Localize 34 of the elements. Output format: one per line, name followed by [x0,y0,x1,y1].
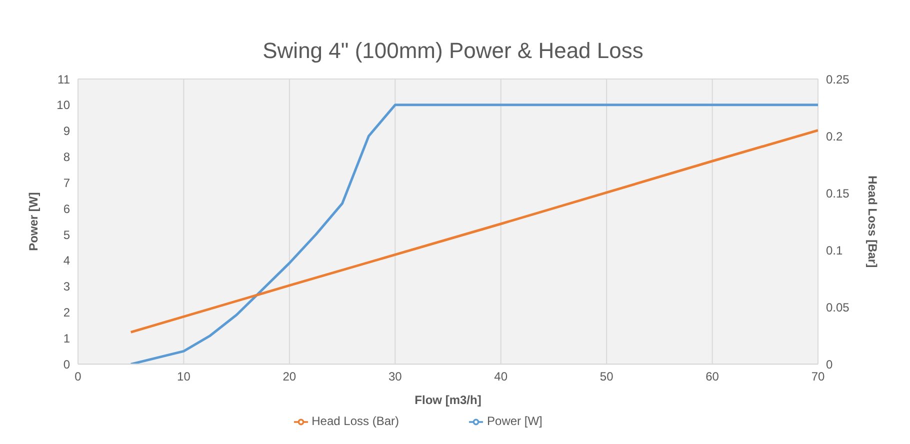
y-tick-label: 8 [63,150,70,164]
x-tick-label: 70 [811,370,825,384]
x-tick-label: 20 [282,370,296,384]
x-tick-label: 0 [74,370,82,384]
y-tick-label: 2 [63,306,70,320]
line-series [130,129,818,334]
y2-tick-label: 0.1 [826,243,844,258]
y-tick-label: 4 [63,254,70,268]
y-tick-label: 7 [63,176,70,190]
y-axis-title: Power [W] [26,192,40,251]
y-tick-label: 0 [63,357,70,372]
y2-tick-label: 0 [826,357,833,372]
chart-title: Swing 4" (100mm) Power & Head Loss [262,37,644,65]
x-tick-label: 50 [600,370,614,384]
x-axis-title: Flow [m3/h] [414,393,482,408]
y-tick-label: 3 [63,280,70,294]
y2-tick-label: 0.05 [826,300,850,314]
y-tick-label: 9 [63,124,70,138]
line-series [130,104,818,364]
y-tick-label: 5 [63,228,70,242]
y-tick-label: 1 [63,332,70,346]
y2-tick-label: 0.15 [826,186,850,200]
y2-tick-label: 0.2 [826,129,844,144]
x-tick-label: 10 [177,370,191,384]
x-tick-label: 30 [388,370,402,384]
x-tick-label: 60 [706,370,720,384]
y-tick-label: 10 [56,98,70,112]
legend-label: Head Loss (Bar) [312,414,400,428]
y2-tick-label: 0.25 [826,72,850,86]
y-tick-label: 11 [58,72,70,86]
y2-axis-title: Head Loss [Bar] [866,176,880,268]
x-tick-label: 40 [494,370,508,384]
y-tick-label: 6 [63,202,70,216]
legend-label: Power [W] [487,414,542,428]
